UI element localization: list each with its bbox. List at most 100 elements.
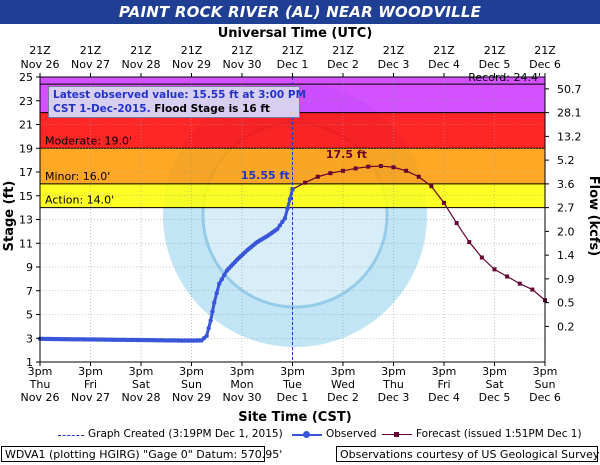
- top-tick-label: Dec 4: [428, 58, 460, 71]
- observed-point: [280, 219, 285, 225]
- bottom-tick-label: Nov 30: [223, 391, 262, 404]
- forecast-crest-label: 17.5 ft: [326, 148, 367, 161]
- top-tick-label: Dec 6: [529, 58, 561, 71]
- top-tick-label: 21Z: [433, 44, 455, 57]
- bottom-tick-label: 3pm: [129, 365, 154, 378]
- y-right-tick-label: 13.2: [557, 130, 582, 143]
- forecast-point: [492, 267, 497, 272]
- bottom-tick-label: Mon: [230, 378, 253, 391]
- bottom-tick-label: 3pm: [28, 365, 53, 378]
- bottom-tick-label: Thu: [382, 378, 404, 391]
- observed-point: [222, 272, 227, 278]
- bottom-tick-label: Sun: [181, 378, 202, 391]
- bottom-tick-label: Sat: [132, 378, 151, 391]
- top-tick-label: Dec 1: [277, 58, 309, 71]
- y-right-tick-label: 50.7: [557, 83, 582, 96]
- bottom-tick-label: Dec 2: [327, 391, 359, 404]
- top-tick-label: Nov 26: [21, 58, 60, 71]
- bottom-tick-label: Sat: [485, 378, 504, 391]
- bottom-tick-label: Wed: [331, 378, 355, 391]
- y-right-tick-label: 0.5: [557, 297, 575, 310]
- bottom-tick-label: 3pm: [533, 365, 558, 378]
- bottom-tick-label: 3pm: [482, 365, 507, 378]
- forecast-point: [479, 255, 484, 260]
- top-tick-label: Dec 2: [327, 58, 359, 71]
- bottom-tick-label: Dec 4: [428, 391, 460, 404]
- legend-created-icon: [58, 435, 84, 436]
- observed-value-label: 15.55 ft: [241, 169, 290, 182]
- top-tick-label: Nov 29: [172, 58, 211, 71]
- y-left-tick-label: 21: [19, 119, 33, 132]
- chart-title: PAINT ROCK RIVER (AL) NEAR WOODVILLE: [0, 0, 600, 24]
- top-tick-label: Dec 3: [378, 58, 410, 71]
- y-left-tick-label: 3: [26, 332, 33, 345]
- observed-point: [214, 290, 219, 296]
- footer-observations-credit: Observations courtesy of US Geological S…: [336, 446, 599, 462]
- flood-stage-text: Flood Stage is 16 ft: [150, 103, 270, 115]
- y-left-tick-label: 9: [26, 261, 33, 274]
- y-left-tick-label: 23: [19, 95, 33, 108]
- bottom-tick-label: Fri: [437, 378, 450, 391]
- forecast-point: [378, 164, 383, 169]
- top-tick-label: Dec 5: [479, 58, 511, 71]
- observed-point: [219, 277, 224, 282]
- top-axis-title: Universal Time (UTC): [218, 26, 373, 41]
- forecast-point: [416, 174, 421, 179]
- forecast-point: [391, 165, 396, 170]
- observed-point: [275, 226, 280, 232]
- forecast-point: [366, 164, 371, 169]
- observed-point: [285, 206, 290, 211]
- legend-observed-label: Observed: [326, 428, 377, 440]
- top-tick-label: 21Z: [181, 44, 203, 57]
- forecast-point: [328, 171, 333, 176]
- legend-created-label: Graph Created (3:19PM Dec 1, 2015): [88, 428, 283, 440]
- y-left-tick-label: 25: [19, 71, 33, 84]
- y-right-tick-label: 3.6: [557, 178, 575, 191]
- bottom-tick-label: Nov 27: [71, 391, 110, 404]
- bottom-tick-label: Tue: [282, 378, 302, 391]
- bottom-tick-label: 3pm: [331, 365, 356, 378]
- bottom-tick-label: Dec 3: [378, 391, 410, 404]
- top-tick-label: 21Z: [484, 44, 506, 57]
- forecast-point: [454, 221, 459, 226]
- y-left-tick-label: 5: [26, 309, 33, 322]
- bottom-tick-label: Nov 29: [172, 391, 211, 404]
- forecast-point: [341, 168, 345, 173]
- latest-observed-line1: Latest observed value: 15.55 ft at 3:00 …: [53, 89, 307, 101]
- forecast-point: [353, 166, 358, 171]
- latest-observed-line2a: CST 1-Dec-2015.: [53, 103, 151, 115]
- record-label: Record: 24.4': [468, 71, 541, 84]
- y-right-tick-label: 5.2: [557, 154, 575, 167]
- bottom-tick-label: Dec 1: [277, 391, 309, 404]
- observed-point: [206, 325, 211, 331]
- y-right-tick-label: 1.4: [557, 249, 575, 262]
- y-right-tick-label: 2.0: [557, 225, 575, 238]
- observed-point: [290, 187, 295, 192]
- bottom-tick-label: Thu: [29, 378, 51, 391]
- top-tick-label: Nov 30: [223, 58, 262, 71]
- band-label-1: Minor: 16.0': [45, 170, 110, 183]
- bottom-tick-label: Sun: [535, 378, 556, 391]
- latest-observed-box: Latest observed value: 15.55 ft at 3:00 …: [48, 86, 307, 118]
- forecast-point: [505, 274, 510, 279]
- y-right-tick-label: 0.9: [557, 273, 575, 286]
- y-left-tick-label: 7: [26, 285, 33, 298]
- top-tick-label: 21Z: [29, 44, 51, 57]
- bottom-tick-label: Dec 5: [479, 391, 511, 404]
- top-tick-label: Nov 27: [71, 58, 110, 71]
- bottom-axis-title: Site Time (CST): [238, 410, 351, 425]
- legend-forecast-dot: [394, 432, 399, 437]
- top-tick-label: 21Z: [383, 44, 405, 57]
- forecast-point: [517, 281, 522, 286]
- forecast-point: [442, 200, 446, 205]
- bottom-tick-label: 3pm: [381, 365, 406, 378]
- footer-datum: WDVA1 (plotting HGIRG) "Gage 0" Datum: 5…: [1, 446, 282, 462]
- observed-point: [212, 300, 217, 305]
- observed-point: [217, 281, 222, 286]
- band-label-0: Action: 14.0': [45, 194, 114, 207]
- legend-observed-dot: [303, 431, 310, 438]
- bottom-tick-label: Nov 26: [21, 391, 60, 404]
- observed-point: [277, 223, 283, 228]
- y-left-label: Stage (ft): [2, 181, 17, 252]
